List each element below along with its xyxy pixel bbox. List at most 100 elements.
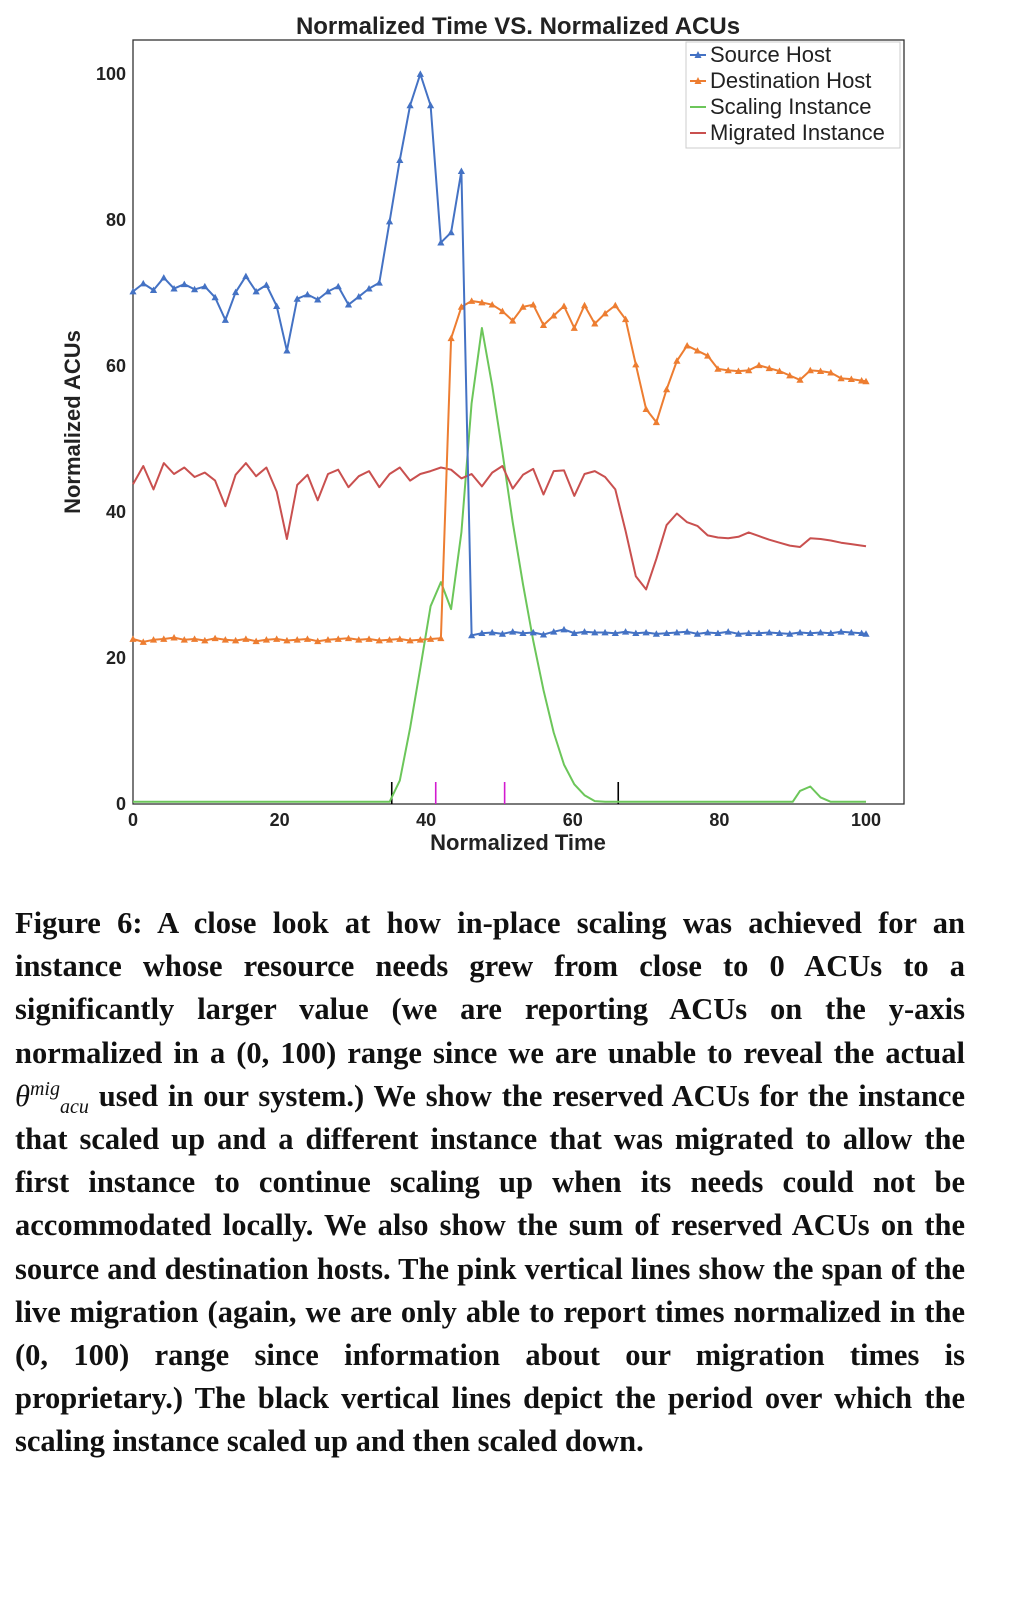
source-host-point [498, 630, 507, 637]
destination-host-point [273, 635, 281, 642]
source-host-point [519, 629, 527, 637]
source-host-point [580, 628, 589, 635]
destination-host-point [180, 636, 188, 643]
source-host-point [129, 287, 137, 295]
source-host-point [406, 101, 414, 109]
destination-host-point [765, 364, 773, 372]
source-host-point [765, 628, 773, 636]
y-axis-label: Normalized ACUs [60, 330, 85, 514]
destination-host-point [426, 635, 435, 642]
plot-frame [132, 39, 905, 805]
source-host-point [529, 628, 537, 636]
y-tick-label: 80 [106, 210, 126, 230]
source-host-point [303, 290, 312, 298]
x-tick-label: 60 [563, 810, 583, 830]
destination-host-point [355, 636, 363, 643]
legend-item: Migrated Instance [690, 120, 885, 145]
source-host-point [827, 629, 835, 637]
source-host-line [132, 73, 867, 637]
chart: Normalized Time VS. Normalized ACUs 0 20 4… [60, 13, 905, 855]
source-host-point [478, 629, 486, 637]
destination-host-point [704, 352, 712, 359]
migrated-instance-line [132, 462, 867, 591]
destination-host-point [796, 376, 804, 383]
series-source-host [129, 70, 870, 639]
destination-host-point [262, 636, 271, 643]
source-host-point [139, 279, 147, 287]
source-host-point [693, 630, 702, 637]
destination-host-point [201, 636, 209, 644]
destination-host-point [488, 301, 496, 308]
destination-host-point [529, 301, 537, 308]
source-host-point [591, 628, 599, 636]
source-host-point [601, 628, 609, 636]
destination-host-point [252, 637, 260, 645]
destination-host-point [170, 633, 178, 641]
scaling-instance-line [133, 327, 866, 803]
source-host-point [416, 70, 424, 77]
destination-host-point [211, 634, 219, 642]
source-host-point [816, 628, 825, 636]
series-destination-host [129, 297, 870, 645]
destination-host-point [632, 360, 640, 368]
destination-host-point [621, 315, 630, 323]
x-tick-label: 100 [851, 810, 881, 830]
source-host-point [252, 287, 260, 295]
source-host-point [642, 628, 650, 636]
theta-symbol: θmigacu [15, 1077, 89, 1118]
source-host-point [190, 285, 199, 293]
source-host-point [611, 629, 619, 637]
source-host-point [201, 282, 209, 290]
source-host-point [273, 302, 281, 310]
destination-host-point [365, 635, 373, 642]
theta-superscript: mig [29, 1077, 60, 1100]
source-host-point [673, 628, 681, 636]
destination-host-point [129, 635, 137, 642]
source-host-point [621, 628, 630, 635]
legend-item: Destination Host [690, 68, 871, 93]
destination-host-point [190, 635, 199, 642]
x-tick-label: 0 [128, 810, 138, 830]
destination-host-point [385, 636, 394, 643]
destination-host-point [406, 636, 414, 644]
series-scaling-instance [133, 327, 866, 803]
destination-host-point [519, 303, 527, 310]
figure: Normalized Time VS. Normalized ACUs 0 20 4… [60, 13, 905, 855]
source-host-point [837, 628, 845, 635]
destination-host-point [642, 405, 650, 412]
destination-host-point [714, 365, 722, 372]
caption-label: Figure 6: [15, 906, 143, 940]
legend-label: Scaling Instance [710, 94, 871, 119]
source-host-point [745, 629, 753, 637]
legend-item: Source Host [690, 42, 831, 67]
destination-host-point [457, 303, 465, 310]
destination-host-point [283, 636, 291, 644]
legend-label: Source Host [710, 42, 831, 67]
destination-host-point [775, 367, 784, 374]
destination-host-point [149, 636, 158, 643]
destination-host-point [673, 357, 681, 364]
source-host-point [488, 628, 496, 636]
source-host-point [550, 628, 558, 635]
x-tick-label: 80 [709, 810, 729, 830]
source-host-point [211, 293, 219, 301]
source-host-point [334, 282, 342, 290]
legend-marker [694, 51, 702, 58]
destination-host-point [509, 317, 517, 324]
destination-host-point [160, 635, 168, 642]
source-host-point [375, 279, 383, 286]
source-host-point [468, 631, 476, 639]
y-tick-label: 60 [106, 356, 126, 376]
source-host-point [437, 239, 445, 246]
destination-host-point [611, 301, 619, 309]
x-tick-label: 40 [416, 810, 436, 830]
legend-item: Scaling Instance [690, 94, 871, 119]
legend-box [685, 41, 901, 149]
destination-host-point [314, 637, 322, 645]
source-host-point [858, 629, 866, 637]
caption-text-2: used in our system.) We show the reserve… [15, 1078, 965, 1459]
destination-host-point [498, 307, 507, 315]
destination-host-point [570, 324, 578, 331]
source-host-point [724, 628, 732, 635]
